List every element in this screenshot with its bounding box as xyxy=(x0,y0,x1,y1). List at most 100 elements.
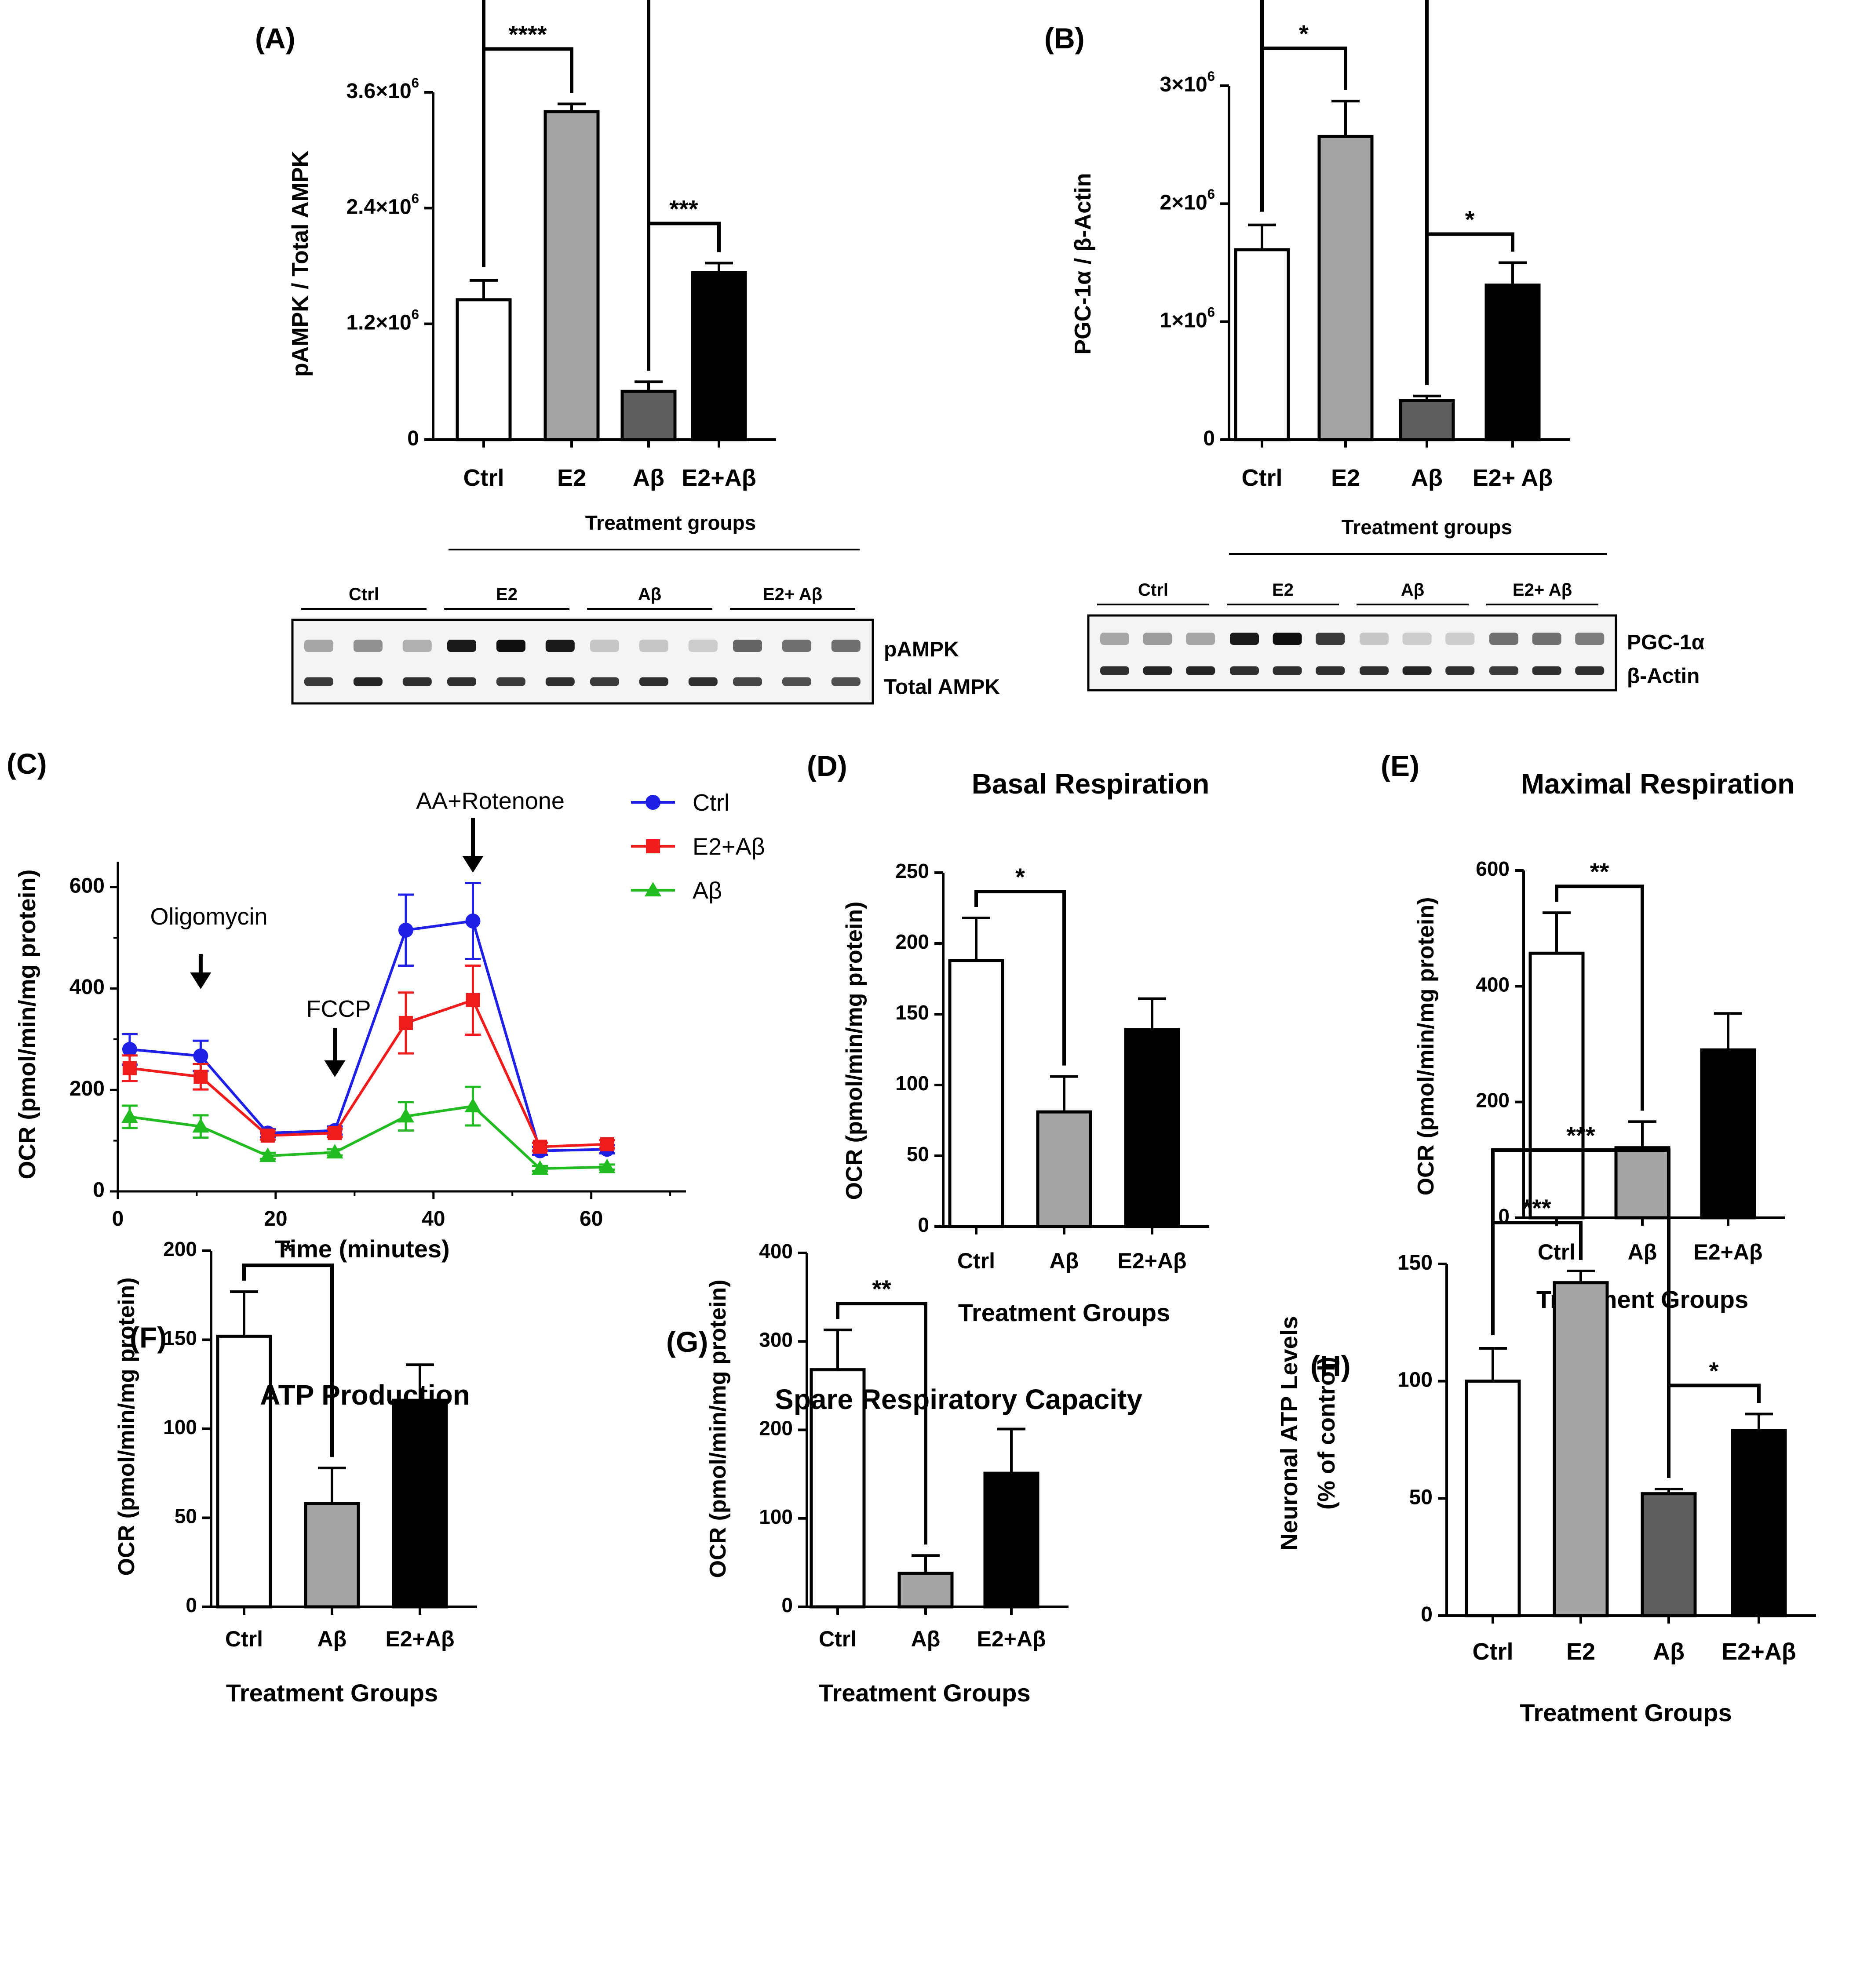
bar-ctrl xyxy=(456,298,512,441)
bar-a xyxy=(620,390,677,441)
y-axis-label: OCR (pmol/min/mg protein) xyxy=(14,870,40,1180)
legend-marker xyxy=(646,795,660,810)
data-point xyxy=(398,1016,413,1030)
y-tick-label: 200 xyxy=(895,930,929,953)
significance-bracket xyxy=(974,890,1066,1066)
legend-label: E2+Aβ xyxy=(693,834,765,860)
bar-ctrl xyxy=(216,1334,272,1609)
y-axis-label: OCR (pmol/min/mg protein) xyxy=(842,902,867,1200)
annotation-label: FCCP xyxy=(306,996,371,1022)
x-tick-label: Ctrl xyxy=(225,1627,263,1651)
y-tick-label: 400 xyxy=(759,1240,793,1263)
data-point xyxy=(532,1160,549,1175)
y-tick-label: 1.2×106 xyxy=(346,307,419,335)
data-point xyxy=(260,1129,275,1143)
significance-bracket xyxy=(242,1263,334,1457)
y-tick-label: 150 xyxy=(163,1327,197,1350)
blot-membrane xyxy=(1087,614,1617,692)
lane-group-label: E2+ Aβ xyxy=(763,585,822,604)
legend-marker xyxy=(645,882,661,896)
y-tick-label: 600 xyxy=(69,874,105,897)
series-line-1 xyxy=(129,998,607,1148)
x-tick-label: Aβ xyxy=(317,1627,347,1651)
series-line-2 xyxy=(129,1104,607,1170)
annotation-label: Oligomycin xyxy=(150,903,267,930)
x-tick-label: 40 xyxy=(422,1207,445,1231)
data-point xyxy=(598,1158,616,1173)
x-tick-label: Aβ xyxy=(1411,465,1443,491)
blot-row-label: PGC-1α xyxy=(1627,631,1705,654)
bar-e2 xyxy=(1553,1281,1609,1617)
data-point xyxy=(464,1098,481,1113)
chart-d-basal-respiration: 0 50 100 150 200 250 Ctrl Aβ E2+Aβ * OCR (pmol/min… xyxy=(842,768,1209,1326)
x-axis-label: Time (minutes) xyxy=(275,1235,449,1263)
blot-row-label: β-Actin xyxy=(1627,665,1700,688)
bar-ctrl xyxy=(810,1368,866,1609)
y-tick-label: 600 xyxy=(1476,857,1510,880)
blot-band xyxy=(782,640,811,652)
chart-g-spare-capacity: 0 100 200 300 400 Ctrl Aβ E2+Aβ ** OCR (pmol/min/… xyxy=(705,1240,1142,1707)
x-tick-label: E2+Aβ xyxy=(977,1627,1046,1651)
chart-title: Spare Respiratory Capacity xyxy=(775,1384,1142,1415)
significance-label: *** xyxy=(1566,1121,1595,1149)
y-tick-label: 50 xyxy=(907,1143,929,1165)
blot-band xyxy=(688,640,718,652)
y-tick-label: 3×106 xyxy=(1160,69,1215,96)
blot-band xyxy=(831,640,861,652)
x-tick-label: E2+Aβ xyxy=(1694,1240,1763,1264)
blot-row-label: Total AMPK xyxy=(884,676,1000,699)
panel-label-e: (E) xyxy=(1381,750,1419,782)
annotation-arrow-head xyxy=(462,856,484,873)
significance-bracket xyxy=(647,222,721,371)
data-point xyxy=(398,922,413,938)
y-tick-label: 100 xyxy=(163,1416,197,1438)
blot-band xyxy=(1532,666,1561,675)
blot-band xyxy=(545,640,575,652)
blot-row-label: pAMPK xyxy=(884,638,959,661)
blot-band xyxy=(1316,666,1345,675)
blot-band xyxy=(1143,633,1172,645)
y-axis-label: OCR (pmol/min/mg protein) xyxy=(1413,897,1439,1196)
y-tick-label: 150 xyxy=(1397,1251,1433,1274)
annotation-arrow-head xyxy=(324,1060,346,1077)
bar-e2a xyxy=(1700,1048,1756,1220)
bar-e2a xyxy=(983,1471,1039,1609)
bar-e2a xyxy=(691,271,747,441)
y-tick-label: 0 xyxy=(407,427,419,450)
blot-band xyxy=(1186,666,1215,675)
blot-band xyxy=(1100,666,1129,675)
legend-marker xyxy=(646,839,660,853)
y-tick-label: 0 xyxy=(93,1179,105,1202)
y-tick-label: 200 xyxy=(759,1417,793,1440)
y-tick-label: 400 xyxy=(1476,973,1510,996)
bar-a xyxy=(1399,399,1455,441)
x-tick-label: E2+Aβ xyxy=(1118,1249,1187,1273)
x-tick-label: Ctrl xyxy=(1242,465,1283,491)
significance-bracket xyxy=(1667,1384,1761,1478)
blot-band xyxy=(831,677,861,686)
y-tick-label: 2.4×106 xyxy=(346,191,419,218)
x-tick-label: E2 xyxy=(1566,1638,1595,1665)
blot-band xyxy=(688,677,718,686)
y-tick-label: 200 xyxy=(69,1077,105,1100)
blot-band xyxy=(353,640,383,652)
bar-a xyxy=(304,1502,360,1609)
significance-bracket xyxy=(1555,885,1644,1111)
lane-group-label: Ctrl xyxy=(349,585,379,604)
blot-band xyxy=(545,677,575,686)
blot-band xyxy=(1230,633,1259,645)
y-tick-label: 0 xyxy=(186,1594,197,1617)
blot-band xyxy=(639,640,668,652)
bar-ctrl xyxy=(1528,951,1585,1220)
lane-group-label: Aβ xyxy=(1401,580,1424,600)
y-tick-label: 150 xyxy=(895,1001,929,1024)
blot-band xyxy=(496,640,525,652)
bar-a xyxy=(897,1572,954,1609)
panel-label-b: (B) xyxy=(1044,22,1085,55)
x-tick-label: 60 xyxy=(580,1207,603,1231)
x-tick-label: Aβ xyxy=(1653,1638,1685,1665)
y-axis-label: Neuronal ATP Levels xyxy=(1276,1316,1302,1550)
y-tick-label: 300 xyxy=(759,1328,793,1351)
y-tick-label: 50 xyxy=(1409,1486,1433,1509)
